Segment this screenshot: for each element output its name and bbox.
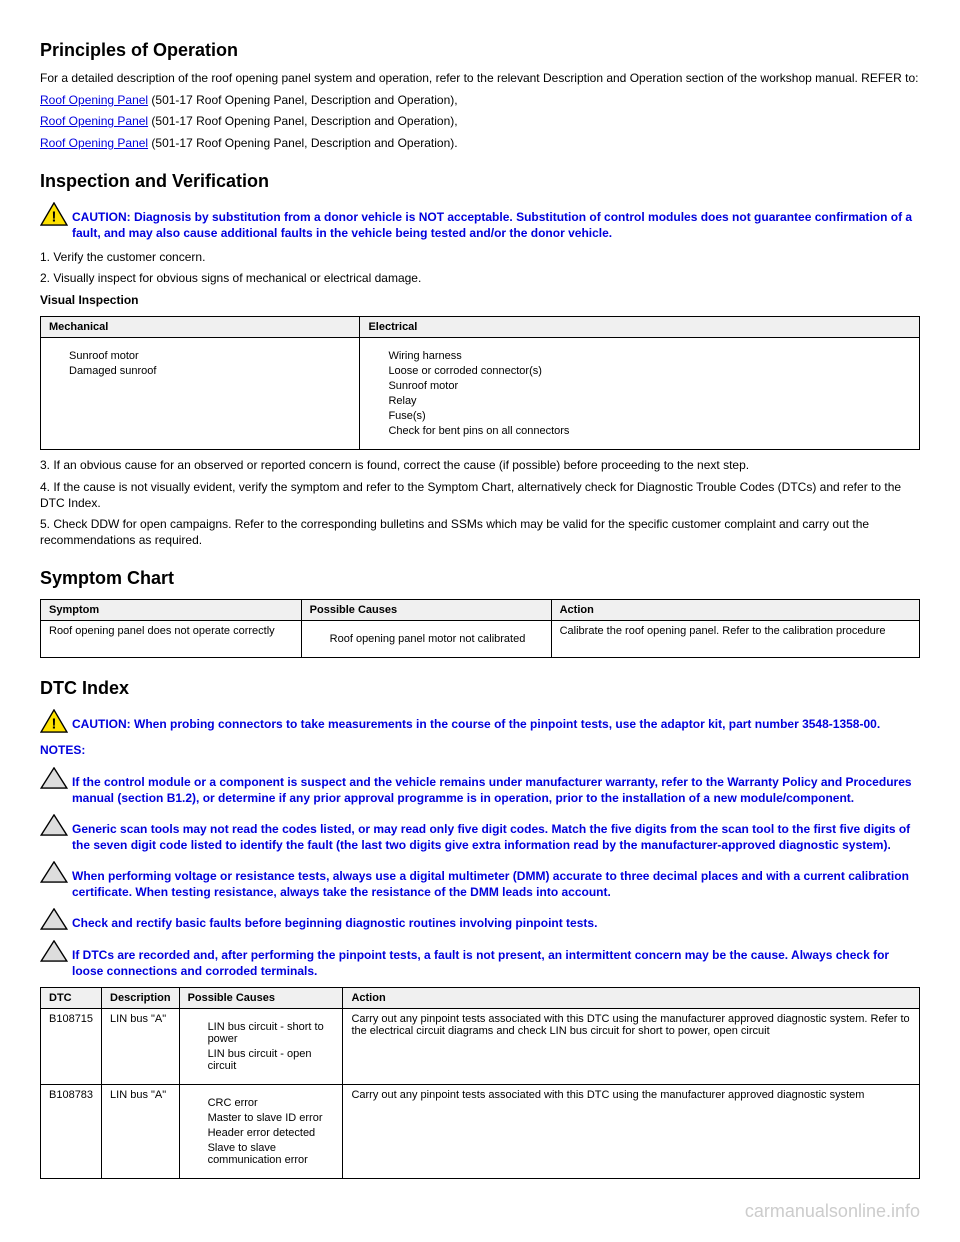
note-block-5: If DTCs are recorded and, after performi… [40, 940, 920, 979]
inspection-step-5: 5. Check DDW for open campaigns. Refer t… [40, 517, 920, 548]
principles-intro: For a detailed description of the roof o… [40, 71, 920, 87]
note-block-1: If the control module or a component is … [40, 767, 920, 806]
causes-header: Possible Causes [301, 600, 551, 621]
roof-opening-panel-link-1[interactable]: Roof Opening Panel [40, 93, 148, 107]
inspection-step-4: 4. If the cause is not visually evident,… [40, 480, 920, 511]
dtc-cause-item: LIN bus circuit - open circuit [208, 1048, 335, 1072]
note-text-2: Generic scan tools may not read the code… [72, 814, 920, 853]
link-suffix-3: (501-17 Roof Opening Panel, Description … [148, 136, 458, 150]
inspection-step-3: 3. If an obvious cause for an observed o… [40, 458, 920, 474]
dtc-causes-cell: LIN bus circuit - short to power LIN bus… [179, 1009, 343, 1085]
visual-inspection-table: Mechanical Electrical Sunroof motor Dama… [40, 316, 920, 450]
elec-item: Check for bent pins on all connectors [388, 425, 911, 437]
caution-block-1: ! CAUTION: Diagnosis by substitution fro… [40, 202, 920, 241]
dtc-index-heading: DTC Index [40, 678, 920, 699]
elec-item: Relay [388, 395, 911, 407]
dtc-cause-item: LIN bus circuit - short to power [208, 1021, 335, 1045]
dtc-action-cell: Carry out any pinpoint tests associated … [343, 1009, 920, 1085]
link-suffix-2: (501-17 Roof Opening Panel, Description … [148, 114, 458, 128]
dtc-code-cell: B108715 [41, 1009, 102, 1085]
dtc-code-header: DTC [41, 988, 102, 1009]
dtc-action-cell: Carry out any pinpoint tests associated … [343, 1085, 920, 1179]
roof-opening-panel-link-2[interactable]: Roof Opening Panel [40, 114, 148, 128]
inspection-heading: Inspection and Verification [40, 171, 920, 192]
dtc-row: B108715 LIN bus "A" LIN bus circuit - sh… [41, 1009, 920, 1085]
svg-text:!: ! [52, 717, 57, 733]
caution-block-2: ! CAUTION: When probing connectors to ta… [40, 709, 920, 733]
watermark: carmanualsonline.info [745, 1201, 920, 1222]
dtc-cause-item: CRC error [208, 1097, 335, 1109]
electrical-header: Electrical [360, 317, 920, 338]
note-block-4: Check and rectify basic faults before be… [40, 908, 920, 932]
dtc-cause-item: Slave to slave communication error [208, 1142, 335, 1166]
mechanical-cell: Sunroof motor Damaged sunroof [41, 338, 360, 450]
mech-item: Damaged sunroof [69, 365, 351, 377]
symptom-chart-heading: Symptom Chart [40, 568, 920, 589]
note-text-3: When performing voltage or resistance te… [72, 861, 920, 900]
principles-heading: Principles of Operation [40, 40, 920, 61]
note-text-5: If DTCs are recorded and, after performi… [72, 940, 920, 979]
dtc-desc-cell: LIN bus "A" [102, 1085, 180, 1179]
refer-link-1: Roof Opening Panel (501-17 Roof Opening … [40, 93, 920, 109]
cause-item: Roof opening panel motor not calibrated [330, 633, 543, 645]
symptom-header: Symptom [41, 600, 302, 621]
svg-text:!: ! [52, 210, 57, 226]
visual-inspection-label: Visual Inspection [40, 293, 920, 309]
symptom-cell: Roof opening panel does not operate corr… [41, 621, 302, 658]
dtc-desc-header: Description [102, 988, 180, 1009]
elec-item: Loose or corroded connector(s) [388, 365, 911, 377]
dtc-desc-cell: LIN bus "A" [102, 1009, 180, 1085]
dtc-code-cell: B108783 [41, 1085, 102, 1179]
mech-item: Sunroof motor [69, 350, 351, 362]
note-icon [40, 814, 68, 836]
note-text-4: Check and rectify basic faults before be… [72, 908, 597, 932]
note-text-1: If the control module or a component is … [72, 767, 920, 806]
caution-text-2: CAUTION: When probing connectors to take… [72, 709, 880, 733]
link-suffix-1: (501-17 Roof Opening Panel, Description … [148, 93, 458, 107]
elec-item: Wiring harness [388, 350, 911, 362]
causes-cell: Roof opening panel motor not calibrated [301, 621, 551, 658]
inspection-step-1: 1. Verify the customer concern. [40, 250, 920, 266]
note-icon [40, 940, 68, 962]
note-block-3: When performing voltage or resistance te… [40, 861, 920, 900]
dtc-cause-item: Master to slave ID error [208, 1112, 335, 1124]
action-cell: Calibrate the roof opening panel. Refer … [551, 621, 919, 658]
symptom-chart-table: Symptom Possible Causes Action Roof open… [40, 599, 920, 658]
dtc-cause-item: Header error detected [208, 1127, 335, 1139]
notes-label: NOTES: [40, 743, 920, 759]
dtc-index-table: DTC Description Possible Causes Action B… [40, 987, 920, 1179]
symptom-row: Roof opening panel does not operate corr… [41, 621, 920, 658]
electrical-cell: Wiring harness Loose or corroded connect… [360, 338, 920, 450]
note-block-2: Generic scan tools may not read the code… [40, 814, 920, 853]
action-header: Action [551, 600, 919, 621]
dtc-action-header: Action [343, 988, 920, 1009]
inspection-step-2: 2. Visually inspect for obvious signs of… [40, 271, 920, 287]
caution-text-1: CAUTION: Diagnosis by substitution from … [72, 202, 920, 241]
dtc-row: B108783 LIN bus "A" CRC error Master to … [41, 1085, 920, 1179]
caution-icon: ! [40, 202, 68, 226]
elec-item: Fuse(s) [388, 410, 911, 422]
note-icon [40, 908, 68, 930]
note-icon [40, 861, 68, 883]
caution-icon: ! [40, 709, 68, 733]
dtc-causes-header: Possible Causes [179, 988, 343, 1009]
note-icon [40, 767, 68, 789]
elec-item: Sunroof motor [388, 380, 911, 392]
mechanical-header: Mechanical [41, 317, 360, 338]
refer-link-2: Roof Opening Panel (501-17 Roof Opening … [40, 114, 920, 130]
refer-link-3: Roof Opening Panel (501-17 Roof Opening … [40, 136, 920, 152]
roof-opening-panel-link-3[interactable]: Roof Opening Panel [40, 136, 148, 150]
dtc-causes-cell: CRC error Master to slave ID error Heade… [179, 1085, 343, 1179]
